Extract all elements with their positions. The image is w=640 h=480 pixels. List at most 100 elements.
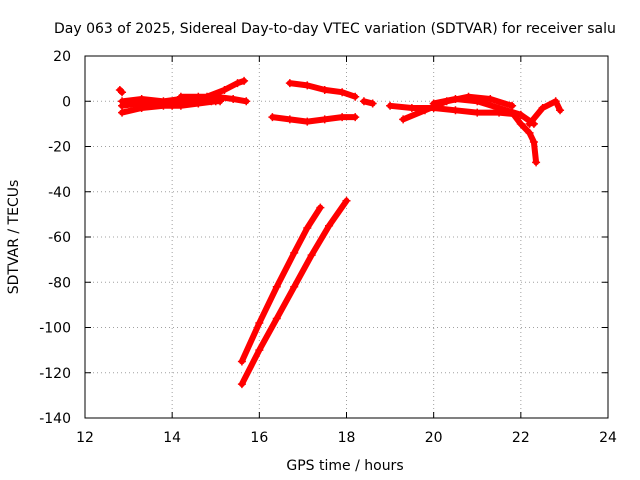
data-point	[137, 104, 146, 113]
series-arc-k	[429, 94, 538, 128]
data-point	[285, 79, 294, 88]
series-arc-e	[115, 85, 127, 97]
data-point	[137, 94, 146, 103]
y-tick-label: 20	[53, 49, 71, 65]
series-arc-g	[285, 79, 360, 101]
data-point	[368, 99, 377, 108]
data-point	[399, 115, 408, 124]
series-arc-h	[359, 97, 377, 108]
series-arc-c	[118, 97, 220, 117]
x-tick-label: 16	[250, 430, 268, 446]
data-point	[325, 221, 334, 230]
y-tick-label: -100	[39, 321, 71, 337]
data-point	[351, 92, 360, 101]
data-point	[538, 104, 547, 113]
series-arc-o	[237, 196, 351, 389]
data-point	[338, 88, 347, 97]
data-point	[508, 108, 517, 117]
data-point	[233, 79, 242, 88]
data-point	[290, 248, 299, 257]
series-arc-m	[525, 97, 565, 128]
data-point	[320, 115, 329, 124]
data-point	[303, 223, 312, 232]
y-axis-label: SDTVAR / TECUs	[6, 180, 22, 295]
data-point	[240, 76, 249, 85]
data-point	[176, 101, 185, 110]
data-point	[451, 106, 460, 115]
data-point	[159, 101, 168, 110]
y-tick-label: -80	[48, 275, 71, 291]
x-tick-label: 20	[425, 430, 443, 446]
data-point	[508, 101, 517, 110]
data-point	[303, 117, 312, 126]
data-point	[237, 380, 246, 389]
data-point	[338, 113, 347, 122]
data-point	[429, 99, 438, 108]
data-point	[255, 346, 264, 355]
data-point	[407, 104, 416, 113]
data-point	[516, 110, 525, 119]
data-point	[285, 115, 294, 124]
series-trace	[430, 96, 537, 127]
data-point	[194, 92, 203, 101]
data-point	[118, 108, 127, 117]
data-point	[237, 357, 246, 366]
y-tick-label: -20	[48, 140, 71, 156]
data-point	[316, 203, 325, 212]
series-arc-d	[176, 92, 251, 106]
data-point	[242, 97, 251, 106]
data-layer	[115, 76, 565, 389]
data-point	[272, 282, 281, 291]
data-point	[451, 94, 460, 103]
data-point	[229, 94, 238, 103]
series-trace	[238, 204, 324, 365]
chart-title: Day 063 of 2025, Sidereal Day-to-day VTE…	[54, 21, 616, 37]
data-point	[525, 128, 534, 137]
series-arc-f	[268, 113, 360, 126]
x-tick-label: 22	[512, 430, 530, 446]
data-point	[194, 99, 203, 108]
y-tick-label: 0	[62, 94, 71, 110]
x-tick-label: 12	[76, 430, 94, 446]
data-point	[342, 196, 351, 205]
data-point	[307, 251, 316, 260]
y-tick-label: -120	[39, 366, 71, 382]
data-point	[118, 97, 127, 106]
x-tick-label: 18	[338, 430, 356, 446]
y-tick-label: -40	[48, 185, 71, 201]
series-trace	[526, 98, 564, 127]
data-point	[495, 104, 504, 113]
data-point	[320, 85, 329, 94]
x-axis-label: GPS time / hours	[286, 458, 403, 474]
data-point	[486, 94, 495, 103]
data-point	[525, 119, 534, 128]
data-point	[118, 88, 127, 97]
data-point	[420, 106, 429, 115]
data-point	[255, 318, 264, 327]
series-arc-l	[508, 108, 541, 167]
data-point	[290, 282, 299, 291]
y-tick-label: -60	[48, 230, 71, 246]
x-tick-label: 14	[163, 430, 181, 446]
data-point	[303, 81, 312, 90]
y-tick-label: -140	[39, 411, 71, 427]
data-point	[556, 106, 565, 115]
data-point	[473, 97, 482, 106]
data-point	[220, 85, 229, 94]
data-point	[359, 97, 368, 106]
data-point	[386, 101, 395, 110]
x-tick-label: 24	[599, 430, 617, 446]
data-point	[211, 92, 220, 101]
data-point	[176, 92, 185, 101]
data-point	[272, 314, 281, 323]
data-point	[268, 113, 277, 122]
data-point	[529, 137, 538, 146]
data-point	[551, 97, 560, 106]
series-arc-n	[237, 203, 325, 366]
data-point	[516, 119, 525, 128]
data-point	[351, 113, 360, 122]
data-point	[532, 158, 541, 167]
ticks-layer: 12 14 16 18 20 22 24 -140 -120 -100 -80 -60 -40 -20 0 2…	[39, 49, 617, 446]
data-point	[473, 108, 482, 117]
